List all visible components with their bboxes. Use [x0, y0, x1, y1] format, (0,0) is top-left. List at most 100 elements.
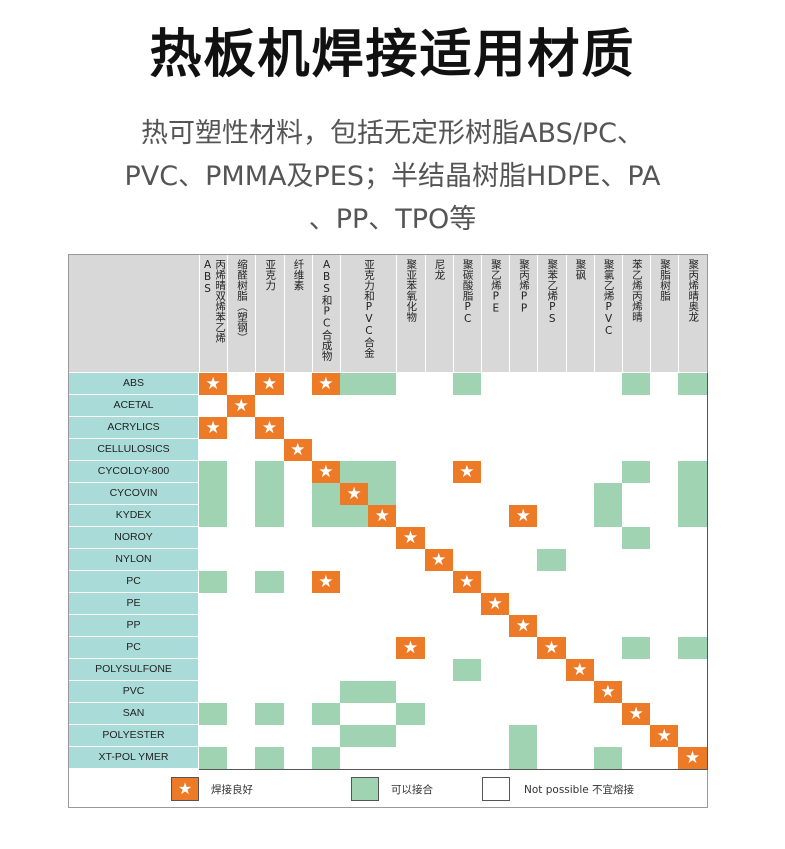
cell-not-possible [509, 527, 539, 550]
cell-good: ★ [424, 549, 454, 572]
cell-not-possible [368, 527, 398, 550]
cell-good: ★ [311, 571, 341, 594]
cell-not-possible [340, 417, 370, 440]
cell-not-possible [283, 681, 313, 704]
compatibility-table: 丙烯晴双烯苯乙烯ABS 缩醛树脂（塑钢） 亚克力 纤维素 ABS和PC合成物 亚克力和PV… [68, 254, 708, 808]
star-icon: ★ [290, 440, 306, 460]
cell-not-possible [565, 747, 595, 770]
star-icon: ★ [515, 506, 531, 526]
cell-good: ★ [650, 725, 680, 748]
cell-possible [537, 549, 567, 572]
cell-possible [678, 483, 708, 506]
cell-not-possible [650, 637, 680, 660]
cell-not-possible [650, 395, 680, 418]
cell-not-possible [452, 725, 482, 748]
column-header: 纤维素 [283, 255, 312, 372]
cell-not-possible [593, 571, 623, 594]
cell-not-possible [255, 395, 285, 418]
cell-possible [368, 681, 398, 704]
cell-possible [340, 725, 370, 748]
cell-possible [255, 747, 285, 770]
cell-not-possible [650, 549, 680, 572]
cell-possible [368, 461, 398, 484]
cell-possible [199, 461, 229, 484]
cell-not-possible [481, 373, 511, 396]
column-header-text: 聚脂树脂 [659, 259, 672, 301]
star-icon: ★ [402, 528, 419, 548]
row-label: POLYESTER [69, 725, 198, 747]
cell-not-possible [622, 681, 652, 704]
cell-not-possible [283, 417, 313, 440]
cell-not-possible [565, 439, 595, 462]
column-header-text: 聚苯乙烯PS [546, 259, 559, 325]
cell-not-possible [283, 703, 313, 726]
cell-not-possible [509, 483, 539, 506]
cell-possible [622, 527, 652, 550]
cell-not-possible [424, 527, 454, 550]
cell-not-possible [565, 549, 595, 572]
cell-not-possible [396, 659, 426, 682]
cell-possible [255, 571, 285, 594]
cell-not-possible [481, 505, 511, 528]
cell-good: ★ [340, 483, 370, 506]
legend-not-possible: Not possible 不宜熔接 [524, 784, 635, 796]
cell-not-possible [565, 725, 595, 748]
cell-not-possible [537, 527, 567, 550]
cell-not-possible [340, 549, 370, 572]
cell-possible [340, 505, 370, 528]
cell-not-possible [424, 461, 454, 484]
cell-not-possible [199, 659, 229, 682]
cell-not-possible [509, 549, 539, 572]
cell-not-possible [565, 593, 595, 616]
cell-not-possible [537, 417, 567, 440]
cell-not-possible [622, 483, 652, 506]
cell-not-possible [340, 747, 370, 770]
row-label: POLYSULFONE [69, 659, 198, 681]
column-header: 聚苯乙烯PS [537, 255, 565, 372]
cell-not-possible [227, 439, 257, 462]
cell-not-possible [593, 549, 623, 572]
row-label: PC [69, 637, 198, 659]
cell-not-possible [678, 439, 708, 462]
cell-not-possible [481, 725, 511, 748]
cell-not-possible [678, 703, 708, 726]
cell-not-possible [593, 417, 623, 440]
cell-not-possible [424, 373, 454, 396]
cell-not-possible [340, 659, 370, 682]
star-icon: ★ [543, 638, 560, 658]
cell-not-possible [452, 549, 482, 572]
cell-not-possible [593, 725, 623, 748]
cell-possible [311, 747, 341, 770]
cell-not-possible [396, 395, 426, 418]
cell-not-possible [199, 593, 229, 616]
cell-not-possible [227, 373, 257, 396]
cell-not-possible [452, 593, 482, 616]
cell-not-possible [509, 395, 539, 418]
cell-not-possible [199, 615, 229, 638]
cell-not-possible [565, 483, 595, 506]
column-header: 丙烯晴双烯苯乙烯ABS [199, 255, 227, 372]
cell-good: ★ [199, 417, 229, 440]
cell-possible [678, 637, 708, 660]
cell-good: ★ [311, 461, 341, 484]
cell-not-possible [650, 417, 680, 440]
cell-not-possible [227, 615, 257, 638]
cell-not-possible [311, 439, 341, 462]
cell-not-possible [678, 571, 708, 594]
row-label: PVC [69, 681, 198, 703]
cell-not-possible [678, 659, 708, 682]
row-label: ACRYLICS [69, 417, 198, 439]
cell-not-possible [424, 725, 454, 748]
cell-good: ★ [396, 527, 426, 550]
cell-not-possible [650, 659, 680, 682]
cell-not-possible [283, 615, 313, 638]
star-icon: ★ [628, 704, 644, 724]
cell-not-possible [622, 593, 652, 616]
cell-good: ★ [396, 637, 426, 660]
cell-not-possible [509, 461, 539, 484]
cell-possible [452, 659, 482, 682]
cell-not-possible [565, 373, 595, 396]
cell-not-possible [340, 615, 370, 638]
column-header: 聚亚苯氧化物 [396, 255, 424, 372]
cell-not-possible [593, 373, 623, 396]
